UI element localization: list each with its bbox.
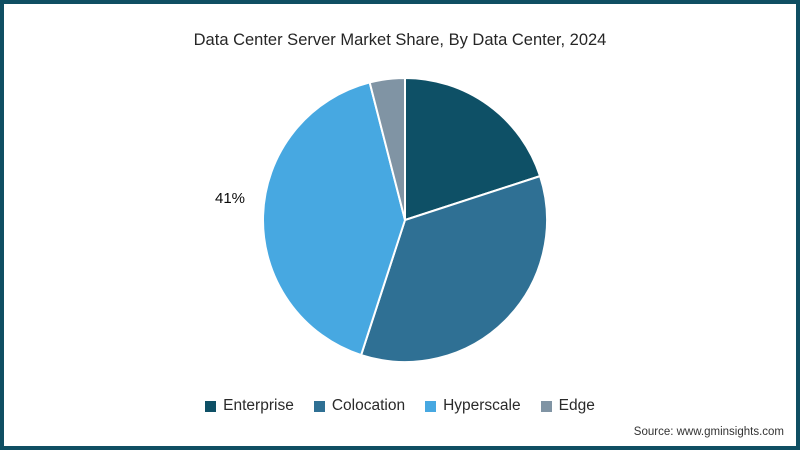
pie-slice-edge	[368, 77, 406, 221]
pie-chart	[262, 77, 548, 363]
pie-slices	[262, 77, 548, 363]
legend-swatch-enterprise	[205, 400, 217, 412]
legend-label-enterprise: Enterprise	[223, 397, 294, 414]
chart-title: Data Center Server Market Share, By Data…	[193, 31, 607, 49]
pie-slice-colocation	[360, 175, 548, 363]
pie-slice-enterprise	[404, 77, 542, 221]
legend-item-enterprise: Enterprise	[205, 397, 294, 415]
legend-label-colocation: Colocation	[331, 397, 406, 414]
legend-swatch-hyperscale	[425, 400, 437, 412]
source-note: Source: www.gminsights.com	[633, 426, 784, 438]
pie-slice-hyperscale	[262, 81, 406, 357]
legend-swatch-colocation	[313, 400, 325, 412]
legend-label-hyperscale: Hyperscale	[443, 397, 521, 414]
legend-label-edge: Edge	[558, 397, 595, 414]
legend-item-colocation: Colocation	[313, 397, 406, 415]
legend-item-hyperscale: Hyperscale	[425, 397, 521, 415]
hyperscale-percent-label: 41%	[215, 190, 246, 207]
legend: Enterprise Colocation Hyperscale Edge	[0, 397, 800, 415]
legend-swatch-edge	[540, 400, 552, 412]
legend-item-edge: Edge	[540, 397, 595, 415]
